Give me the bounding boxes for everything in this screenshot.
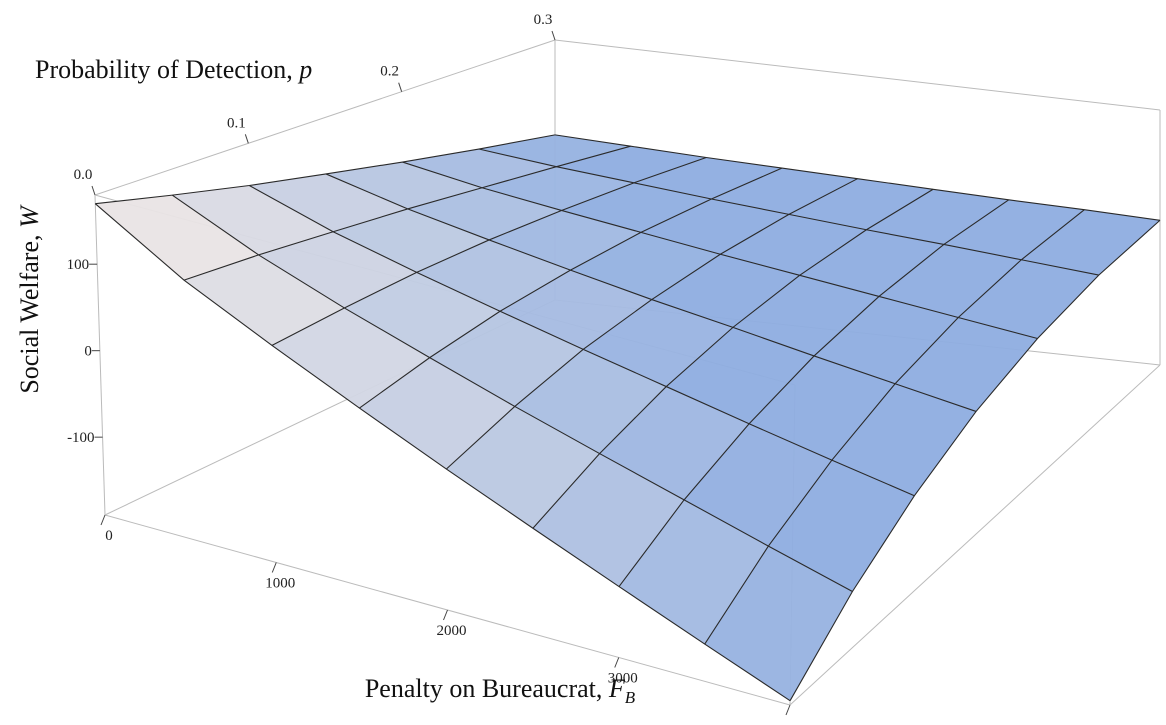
x-tick-label: 2000 <box>437 623 467 639</box>
x-tick-label: 3000 <box>608 671 638 687</box>
mesh-line <box>183 145 631 281</box>
x-tick <box>614 657 620 668</box>
label-subscript: B <box>625 688 636 707</box>
x-axis-label: Penalty on Bureaucrat, FB <box>365 674 636 707</box>
z-tick-label: 0 <box>84 344 92 360</box>
box-edge <box>554 39 1161 111</box>
box-edge <box>94 194 106 516</box>
y-tick-label: 0.0 <box>74 167 93 183</box>
label-text: Social Welfare, <box>15 228 44 394</box>
surface <box>94 134 1161 702</box>
mesh-line <box>271 156 707 346</box>
label-var: F <box>608 674 626 703</box>
label-text: Penalty on Bureaucrat, <box>365 674 609 703</box>
mesh-line <box>532 188 934 529</box>
y-tick <box>91 185 96 196</box>
box-edge <box>789 364 1161 706</box>
y-axis-label: Probability of Detection, p <box>35 55 312 84</box>
label-var: W <box>15 204 44 228</box>
mesh-line <box>789 219 1161 701</box>
x-tick <box>785 704 791 716</box>
y-tick-label: 0.3 <box>534 12 553 28</box>
mesh-line <box>618 199 1010 587</box>
x-tick <box>271 562 277 573</box>
y-tick <box>551 30 556 41</box>
mesh-line <box>95 134 556 205</box>
z-tick-label: -100 <box>67 430 95 446</box>
y-tick <box>398 82 403 92</box>
z-axis-label: Social Welfare, W <box>15 204 44 394</box>
y-tick-label: 0.2 <box>380 64 399 80</box>
y-tick <box>244 134 249 144</box>
mesh-line <box>704 209 1085 645</box>
y-tick-label: 0.1 <box>227 115 246 131</box>
label-text: Probability of Detection, <box>35 55 299 84</box>
label-var: p <box>297 55 312 84</box>
x-tick <box>443 609 448 621</box>
z-tick-label: 100 <box>67 257 90 273</box>
x-tick-label: 0 <box>105 528 113 544</box>
mesh-line <box>359 167 783 409</box>
x-tick <box>100 514 106 526</box>
x-tick-label: 1000 <box>265 576 295 592</box>
mesh-line <box>446 178 858 470</box>
box-edge <box>94 39 556 196</box>
